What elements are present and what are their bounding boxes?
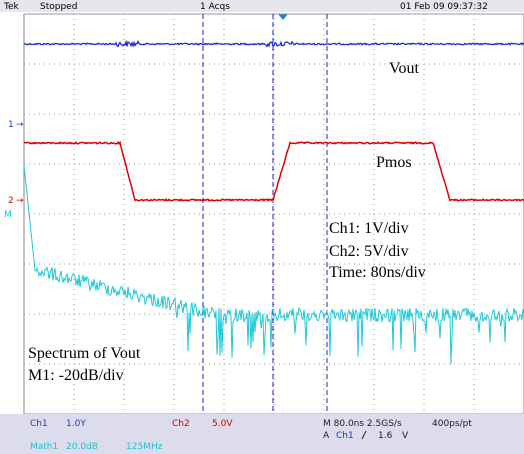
annotation: Time: 80ns/div: [329, 264, 426, 281]
marker-arrow: →: [16, 120, 24, 130]
channel-marker: 1: [8, 120, 14, 130]
annotation: Vout: [389, 60, 419, 77]
trigger-unit: V: [402, 431, 409, 441]
trigger-source: Ch1: [336, 431, 354, 441]
status: Stopped: [40, 2, 77, 12]
trigger-level: 1.6: [378, 431, 393, 441]
trigger-label: A: [323, 431, 330, 441]
ch2-label: Ch2: [172, 419, 190, 429]
timestamp: 01 Feb 09 09:37:32: [400, 2, 488, 12]
trace-math: [23, 164, 524, 365]
channel-marker: 2: [8, 196, 14, 206]
ch1-label: Ch1: [30, 419, 48, 429]
math-scale: 20.0dB: [66, 442, 98, 452]
math-span: 125MHz: [126, 442, 163, 452]
resolution: 400ps/pt: [432, 419, 472, 429]
waveforms: [23, 39, 524, 365]
ch2-scale: 5.0V: [212, 419, 233, 429]
math-label: Math1: [30, 442, 58, 452]
trigger-position-marker: [278, 14, 288, 20]
annotation: M1: -20dB/div: [28, 367, 124, 384]
trace-ch2: [23, 140, 524, 202]
math-marker: M: [4, 210, 12, 220]
annotation: Ch2: 5V/div: [329, 243, 409, 260]
annotation: Spectrum of Vout: [28, 345, 141, 362]
marker-arrow: →: [16, 196, 24, 206]
annotation: Ch1: 1V/div: [329, 220, 409, 237]
acquisitions: 1 Acqs: [200, 2, 230, 12]
timebase: M 80.0ns 2.5GS/s: [323, 419, 402, 429]
slope-icon: [361, 430, 367, 440]
annotation: Pmos: [376, 154, 412, 171]
header-bar: [0, 0, 524, 12]
brand: Tek: [3, 2, 20, 12]
trace-ch1: [23, 39, 524, 48]
footer-panel: [0, 414, 524, 454]
ch1-scale: 1.0Y: [66, 419, 86, 429]
